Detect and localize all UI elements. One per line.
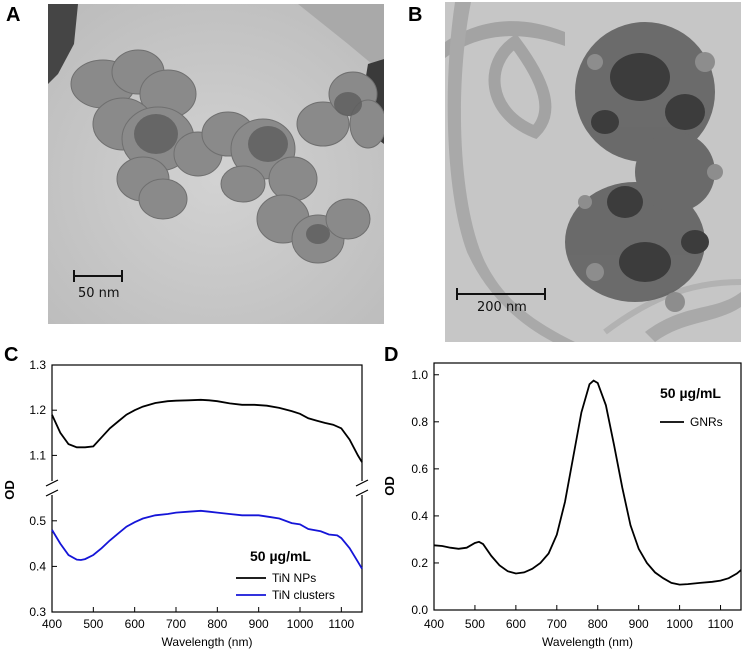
chart-c-x-tick-label: 500 xyxy=(83,617,103,631)
tem-micrograph-a: 50 nm xyxy=(48,4,384,324)
chart-c-y-tick-label-upper: 1.1 xyxy=(29,448,46,462)
tem-image-a xyxy=(48,4,384,324)
tem-image-b xyxy=(445,2,741,342)
chart-c-y-axis-label: OD xyxy=(2,480,17,500)
chart-d-x-tick-label: 400 xyxy=(424,617,444,631)
chart-c-y-tick-label-lower: 0.5 xyxy=(29,514,46,528)
chart-d-container: 400 500 600 700 800 900 1000 1100 0.0 0.2 0.4 0.6 0.… xyxy=(374,350,747,659)
chart-c-annotation: 50 µg/mL xyxy=(250,548,311,564)
chart-c-y-tick-label-lower: 0.3 xyxy=(29,605,46,619)
chart-c-series-line-1 xyxy=(51,398,363,463)
chart-d-legend-label-1: GNRs xyxy=(690,415,723,429)
panel-letter-b: B xyxy=(408,4,423,26)
chart-d-y-tick-label: 1.0 xyxy=(411,368,428,382)
chart-c-x-tick-label: 400 xyxy=(42,617,62,631)
chart-d-y-tick-label: 0.0 xyxy=(411,603,428,617)
chart-d-x-axis-label: Wavelength (nm) xyxy=(542,635,633,649)
chart-c-x-tick-label: 700 xyxy=(166,617,186,631)
chart-d-y-tick-label: 0.8 xyxy=(411,415,428,429)
chart-d: 400 500 600 700 800 900 1000 1100 0.0 0.2 0.4 0.6 0.… xyxy=(382,362,742,649)
chart-d-series-line-1 xyxy=(433,379,742,586)
chart-d-x-tick-label: 700 xyxy=(547,617,567,631)
chart-c-y-tick-label-upper: 1.2 xyxy=(29,403,46,417)
panel-letter-d: D xyxy=(384,344,399,366)
chart-d-annotation: 50 µg/mL xyxy=(660,385,721,401)
scale-bar-a xyxy=(73,270,123,282)
chart-c-break-mark-right-2 xyxy=(355,489,369,497)
chart-c-break-mark-left-1 xyxy=(45,479,59,487)
chart-d-y-tick-label: 0.4 xyxy=(411,509,428,523)
chart-d-frame xyxy=(433,362,742,611)
chart-c-y-tick-label-lower: 0.4 xyxy=(29,559,46,573)
chart-c: 400 500 600 700 800 900 1000 1100 1.1 1.2 1.3 0.3 0.… xyxy=(2,358,369,649)
chart-c-x-tick-label: 1100 xyxy=(328,617,354,631)
chart-d-y-tick-label: 0.6 xyxy=(411,462,428,476)
chart-c-series-line-2 xyxy=(51,509,363,570)
chart-c-container: 400 500 600 700 800 900 1000 1100 1.1 1.2 1.3 0.3 0.… xyxy=(0,350,370,659)
chart-c-legend-label-2: TiN clusters xyxy=(272,588,335,602)
chart-d-x-tick-label: 600 xyxy=(506,617,526,631)
chart-c-break-mark-right-1 xyxy=(355,479,369,487)
scale-bar-label-a: 50 nm xyxy=(78,286,120,301)
chart-c-x-tick-label: 1000 xyxy=(287,617,314,631)
chart-d-x-tick-label: 800 xyxy=(588,617,608,631)
chart-c-x-axis-label: Wavelength (nm) xyxy=(162,635,253,649)
chart-d-x-tick-label: 500 xyxy=(465,617,485,631)
panel-letter-a: A xyxy=(6,4,21,26)
chart-c-x-tick-label: 900 xyxy=(249,617,269,631)
tem-micrograph-b: 200 nm xyxy=(445,2,741,342)
panel-letter-c: C xyxy=(4,344,19,366)
chart-d-x-tick-label: 1100 xyxy=(708,617,734,631)
chart-d-y-tick-label: 0.2 xyxy=(411,556,428,570)
chart-c-x-tick-label: 600 xyxy=(125,617,145,631)
chart-d-x-tick-label: 900 xyxy=(629,617,649,631)
chart-d-y-axis-label: OD xyxy=(382,476,397,496)
chart-d-x-tick-label: 1000 xyxy=(666,617,693,631)
chart-c-y-tick-label-upper: 1.3 xyxy=(29,358,46,372)
chart-c-x-tick-label: 800 xyxy=(207,617,227,631)
scale-bar-label-b: 200 nm xyxy=(477,300,527,315)
scale-bar-b xyxy=(456,288,546,300)
chart-c-break-mark-left-2 xyxy=(45,489,59,497)
chart-c-legend-label-1: TiN NPs xyxy=(272,571,316,585)
